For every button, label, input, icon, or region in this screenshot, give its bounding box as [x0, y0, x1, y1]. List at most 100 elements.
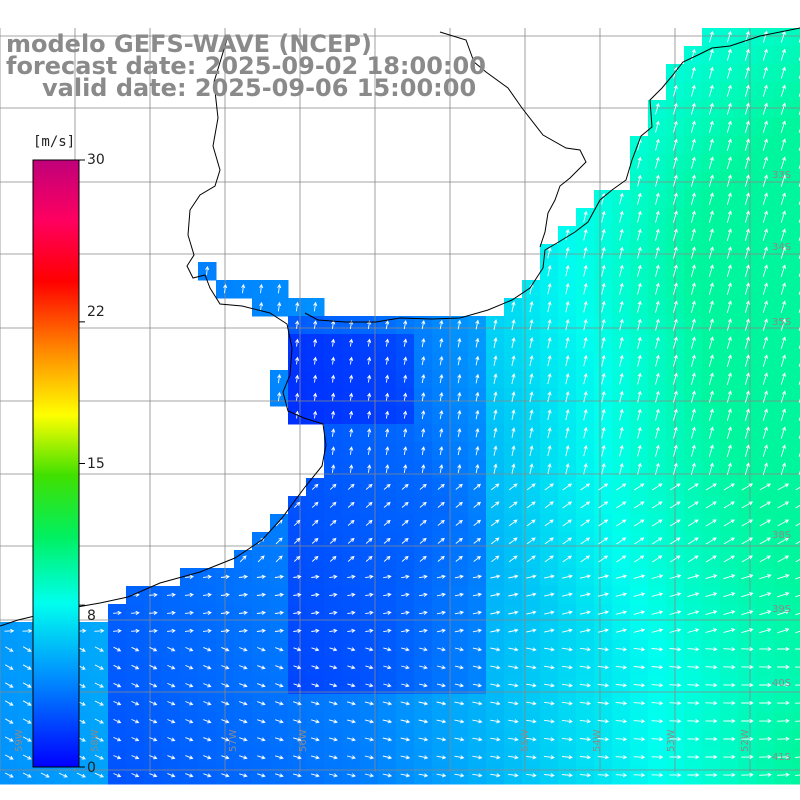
- wind-arrow: [328, 719, 338, 724]
- wind-arrow: [331, 446, 336, 455]
- wind-arrow: [579, 647, 591, 652]
- wind-arrow: [167, 628, 176, 633]
- wind-arrow: [562, 537, 572, 545]
- wind-arrow: [436, 719, 447, 724]
- wind-arrow: [726, 120, 732, 133]
- wind-arrow: [601, 372, 606, 385]
- wind-arrow: [708, 138, 714, 151]
- wind-arrow: [597, 701, 610, 706]
- wind-arrow: [795, 505, 800, 509]
- wind-arrow: [687, 719, 700, 724]
- wind-arrow: [493, 445, 498, 456]
- wind-arrow: [329, 683, 338, 688]
- wind-arrow: [615, 647, 628, 652]
- wind-arrow: [293, 683, 302, 688]
- wind-arrow: [561, 574, 573, 579]
- wind-arrow: [421, 319, 426, 330]
- wind-arrow: [705, 754, 718, 760]
- wind-arrow: [615, 610, 628, 615]
- wind-cell: [792, 514, 800, 533]
- wind-arrow: [762, 390, 768, 403]
- wind-arrow: [544, 647, 555, 652]
- wind-arrow: [655, 462, 660, 475]
- wind-arrow: [780, 426, 786, 439]
- longitude-label: 56W: [298, 729, 309, 752]
- wind-arrow: [651, 683, 664, 688]
- wind-arrow: [313, 374, 318, 383]
- wind-arrow: [202, 574, 212, 579]
- wind-arrow: [580, 555, 591, 563]
- wind-arrow: [655, 156, 660, 169]
- wind-arrow: [726, 300, 732, 313]
- wind-arrow: [383, 610, 392, 615]
- wind-arrow: [149, 773, 158, 778]
- wind-arrow: [672, 318, 678, 331]
- wind-arrow: [565, 426, 570, 439]
- wind-arrow: [651, 719, 664, 724]
- wind-arrow: [418, 773, 429, 778]
- wind-arrow: [708, 300, 714, 313]
- wind-arrow: [726, 318, 732, 331]
- wind-arrow: [619, 246, 624, 259]
- wind-arrow: [364, 701, 375, 706]
- wind-arrow: [687, 519, 699, 527]
- wind-arrow: [687, 701, 700, 706]
- wind-arrow: [565, 354, 570, 367]
- wind-arrow: [561, 610, 573, 615]
- wind-arrow: [256, 610, 267, 615]
- wind-arrow: [257, 737, 266, 742]
- wind-arrow: [744, 426, 750, 439]
- wind-arrow: [490, 501, 500, 509]
- wind-arrow: [759, 700, 772, 706]
- wind-arrow: [690, 156, 696, 169]
- latitude-label: 33S: [772, 170, 791, 181]
- wind-arrow: [741, 519, 754, 527]
- wind-arrow: [583, 336, 588, 349]
- wind-arrow: [726, 138, 732, 151]
- wind-arrow: [637, 372, 642, 385]
- wind-arrow: [601, 246, 606, 259]
- wind-arrow: [400, 737, 411, 742]
- wind-arrow: [705, 683, 718, 688]
- wind-arrow: [777, 646, 790, 652]
- wind-arrow: [651, 701, 664, 706]
- wind-arrow: [637, 228, 642, 241]
- wind-arrow: [508, 592, 519, 597]
- wind-arrow: [203, 701, 212, 706]
- wind-arrow: [708, 246, 714, 259]
- wind-arrow: [619, 228, 624, 241]
- wind-arrow: [401, 555, 409, 562]
- wind-arrow: [633, 610, 646, 615]
- wind-arrow: [565, 228, 570, 241]
- wind-arrow: [762, 372, 768, 385]
- wind-arrow: [741, 574, 754, 580]
- wind-arrow: [274, 574, 285, 579]
- wind-arrow: [777, 592, 790, 598]
- wind-arrow: [403, 374, 408, 383]
- wind-arrow: [583, 300, 588, 313]
- wind-arrow: [203, 773, 212, 778]
- wind-arrow: [385, 446, 390, 455]
- wind-arrow: [383, 628, 392, 633]
- wind-arrow: [691, 48, 696, 61]
- wind-arrow: [580, 483, 591, 491]
- wind-arrow: [454, 665, 464, 670]
- wind-arrow: [529, 337, 534, 349]
- wind-arrow: [347, 574, 356, 579]
- wind-arrow: [349, 446, 354, 455]
- wind-arrow: [529, 373, 534, 385]
- wind-arrow: [149, 646, 158, 652]
- wind-arrow: [184, 574, 194, 579]
- wind-arrow: [401, 483, 409, 490]
- wind-arrow: [637, 192, 642, 205]
- wind-arrow: [633, 701, 646, 706]
- wind-arrow: [708, 228, 714, 241]
- wind-arrow: [439, 391, 444, 402]
- wind-arrow: [544, 755, 555, 760]
- wind-arrow: [759, 628, 772, 634]
- wind-arrow: [708, 264, 714, 277]
- wind-arrow: [597, 737, 610, 742]
- wind-arrow: [619, 192, 624, 205]
- wind-arrow: [637, 174, 642, 187]
- wind-arrow: [780, 210, 786, 223]
